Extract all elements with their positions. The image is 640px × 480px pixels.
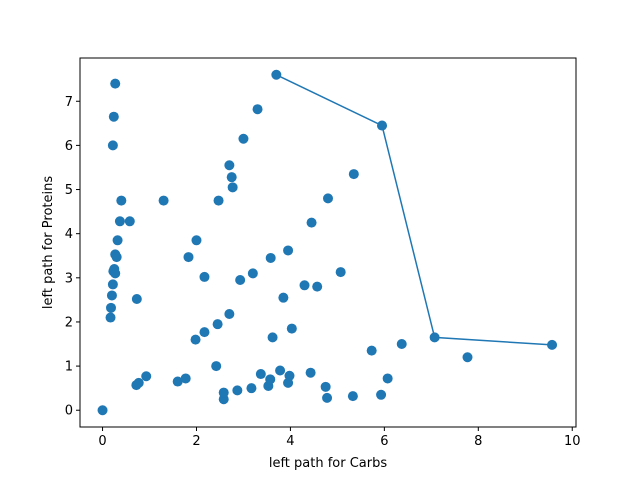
data-point	[141, 371, 152, 382]
series-line	[276, 74, 553, 346]
y-tick-label: 2	[65, 315, 73, 330]
data-point	[366, 345, 377, 356]
data-point	[238, 133, 249, 144]
data-point	[322, 392, 333, 403]
data-point	[377, 120, 388, 131]
data-point	[218, 387, 229, 398]
data-point	[212, 319, 223, 330]
data-point	[312, 281, 323, 292]
data-point	[224, 160, 235, 171]
data-point	[462, 352, 473, 363]
data-point	[191, 235, 202, 246]
data-point	[278, 292, 289, 303]
axes-frame	[79, 57, 577, 428]
data-point	[124, 216, 135, 227]
data-point	[110, 268, 121, 279]
data-point	[199, 327, 210, 338]
data-point	[284, 370, 295, 381]
data-point	[246, 383, 257, 394]
data-point	[227, 182, 238, 193]
data-point	[183, 252, 194, 263]
data-point	[97, 405, 108, 416]
y-tick-label: 1	[65, 360, 73, 375]
y-axis-ticks: 0 1 2 3 4 5 6 7	[65, 95, 80, 419]
data-point	[190, 334, 201, 345]
x-tick-label: 2	[192, 434, 200, 449]
data-point	[172, 376, 183, 387]
data-point	[267, 332, 278, 343]
data-point	[247, 268, 258, 279]
x-axis-ticks: 0 2 4 6 8 10	[98, 427, 581, 449]
data-point	[283, 245, 294, 256]
data-point	[396, 339, 407, 350]
x-tick-label: 6	[380, 434, 388, 449]
data-point	[376, 389, 387, 400]
data-point	[116, 195, 127, 206]
data-point	[305, 367, 316, 378]
data-point	[199, 271, 210, 282]
y-tick-label: 6	[65, 139, 73, 154]
data-point	[235, 275, 246, 286]
y-tick-label: 0	[65, 404, 73, 419]
data-point	[275, 365, 286, 376]
data-point	[131, 294, 142, 304]
data-point	[232, 385, 243, 396]
x-tick-label: 8	[474, 434, 482, 449]
data-point	[265, 252, 276, 263]
data-point	[323, 193, 333, 204]
data-point	[265, 374, 276, 385]
data-point	[106, 290, 117, 301]
y-axis-label: left path for Proteins	[41, 176, 56, 309]
data-point	[429, 332, 440, 343]
x-tick-label: 0	[98, 434, 106, 449]
x-tick-label: 10	[564, 434, 581, 449]
data-point	[105, 312, 116, 323]
data-point	[299, 280, 310, 291]
data-point	[112, 235, 123, 246]
data-point	[271, 69, 282, 80]
data-point	[133, 377, 144, 388]
data-point	[382, 373, 393, 384]
data-point	[320, 381, 331, 392]
data-point	[111, 252, 122, 263]
data-point	[547, 339, 558, 350]
plot-marks	[97, 69, 558, 416]
data-point	[224, 309, 235, 319]
x-tick-label: 4	[286, 434, 294, 449]
data-point	[114, 216, 125, 227]
data-point	[286, 323, 297, 334]
data-point	[107, 279, 118, 290]
y-tick-label: 7	[65, 95, 73, 110]
data-point	[226, 172, 237, 183]
data-point	[252, 104, 263, 115]
data-point	[211, 361, 222, 372]
data-point	[106, 302, 116, 313]
data-point	[158, 195, 169, 206]
data-point	[108, 111, 119, 122]
y-tick-label: 3	[65, 271, 73, 286]
y-tick-label: 5	[65, 183, 73, 198]
data-point	[107, 140, 118, 151]
data-point	[255, 369, 266, 380]
data-point	[306, 217, 317, 228]
data-point	[347, 391, 358, 402]
data-point	[335, 267, 346, 278]
data-point	[110, 78, 121, 89]
data-point	[180, 373, 191, 384]
data-point	[348, 169, 359, 180]
data-point	[213, 195, 224, 206]
y-tick-label: 4	[65, 227, 73, 242]
x-axis-label: left path for Carbs	[269, 456, 388, 471]
